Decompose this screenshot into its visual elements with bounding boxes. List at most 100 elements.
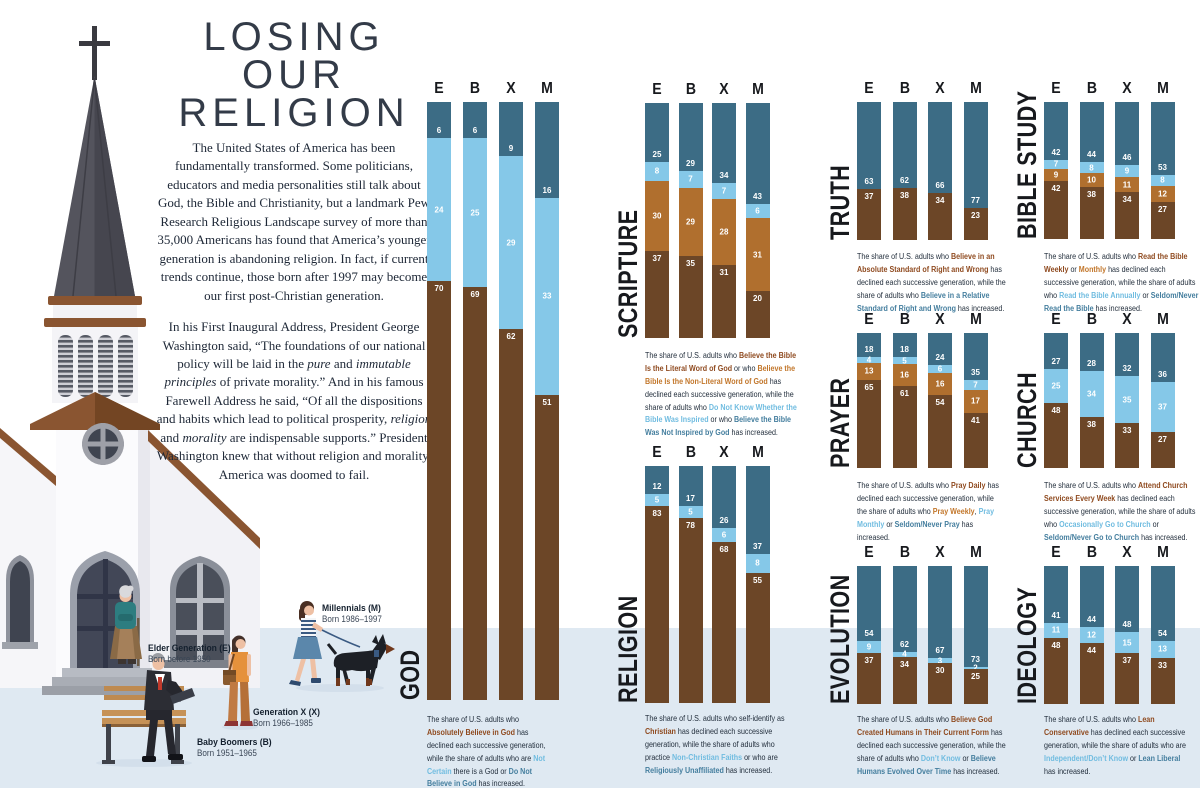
segment-value: 54 (864, 628, 874, 638)
segment-value: 48 (1122, 620, 1132, 630)
text-segment: The share of U.S. adults who (645, 350, 739, 360)
text-segment: or who (708, 414, 734, 425)
bar-segment: 53 (1150, 102, 1175, 175)
bar-segment: 38 (892, 187, 917, 240)
bar-segment: 54 (1150, 566, 1175, 641)
bar-segment: 9 (1044, 169, 1068, 182)
segment-value: 41 (1051, 610, 1061, 620)
bar-segment: 13 (1150, 640, 1175, 659)
keyword-lightblue: Read the Bible Annually (1059, 289, 1141, 300)
text-segment: , (974, 505, 979, 516)
text-segment: has declined each successive generation,… (1044, 726, 1186, 750)
column-header-X: X (719, 81, 729, 98)
bar-church-M: 36 37 27 (1150, 333, 1175, 468)
chart-caption-truth: The share of U.S. adults who Believe in … (857, 250, 1008, 314)
bar-segment: 8 (1150, 174, 1175, 186)
text-segment: has declined each successive generation,… (1044, 263, 1196, 300)
segment-value: 29 (506, 238, 516, 248)
bar-segment: 29 (678, 187, 703, 256)
page-title: LOSING OUR RELIGION (158, 17, 430, 135)
bar-segment: 7 (963, 380, 988, 390)
segment-value: 28 (1087, 358, 1096, 368)
bar-segment: 44 (1079, 566, 1104, 627)
bar-segment: 34 (892, 657, 917, 704)
bar-church-X: 32 35 33 (1115, 333, 1139, 468)
column-header-E: E (652, 81, 662, 98)
bar-prayer-B: 18 5 16 61 (892, 333, 917, 468)
segment-value: 29 (686, 159, 695, 169)
keyword-teal: Do Not Believe in God (427, 765, 533, 788)
segment-value: 42 (1051, 184, 1061, 194)
text-segment: The share of U.S. adults who self-identi… (645, 713, 785, 723)
bar-segment: 29 (499, 155, 523, 330)
keyword-lightblue: Occasionally Go to Church (1059, 518, 1151, 529)
segment-value: 6 (755, 206, 760, 216)
bar-segment: 73 (963, 566, 988, 667)
bar-ideology-B: 44 12 44 (1079, 566, 1104, 704)
segment-value: 63 (864, 176, 874, 186)
segment-value: 15 (1122, 638, 1132, 648)
chart-caption-evolution: The share of U.S. adults who Believe God… (857, 713, 1008, 777)
title-line-3: RELIGION (178, 91, 410, 135)
bar-segment: 5 (892, 356, 917, 365)
bar-segment: 18 (857, 333, 881, 358)
legend-born: Born 1986–1997 (322, 614, 382, 624)
segment-value: 13 (864, 366, 874, 376)
legend-name: Generation X (X) (253, 707, 320, 718)
bar-segment: 5 (678, 506, 703, 519)
chart-label-scripture: SCRIPTURE (613, 209, 643, 338)
chart-label-truth: TRUTH (825, 164, 855, 240)
segment-value: 35 (1122, 395, 1132, 405)
keyword-teal: Religiously Unaffiliated (645, 764, 724, 775)
segment-value: 33 (542, 291, 552, 301)
bar-segment: 5 (645, 494, 669, 507)
keyword-teal: Lean Liberal (1138, 752, 1181, 763)
bar-segment: 33 (1150, 658, 1175, 704)
bar-segment: 28 (1079, 333, 1104, 371)
bar-segment: 41 (1044, 566, 1068, 623)
text-segment: has increased. (1093, 302, 1142, 313)
bar-segment: 9 (857, 640, 881, 653)
legend-name: Millennials (M) (322, 603, 381, 614)
bar-segment: 18 (892, 333, 917, 358)
segment-value: 35 (971, 368, 980, 378)
bar-evolution-X: 67 3 30 (928, 566, 952, 704)
column-header-M: M (541, 80, 553, 97)
text-segment: The United States of America has been fu… (157, 140, 431, 303)
bar-evolution-B: 62 4 34 (892, 566, 917, 704)
segment-value: 35 (686, 258, 695, 268)
bar-segment: 27 (1150, 431, 1175, 468)
text-segment: The share of U.S. adults who (857, 714, 951, 724)
segment-value: 66 (935, 181, 945, 191)
segment-value: 68 (719, 544, 729, 554)
segment-value: 17 (971, 396, 980, 406)
segment-value: 37 (652, 254, 662, 264)
bar-segment: 12 (1150, 185, 1175, 202)
segment-value: 44 (1087, 614, 1096, 624)
keyword-lightblue: Not Certain (427, 752, 546, 776)
bar-segment: 34 (928, 193, 952, 240)
bar-segment: 16 (535, 102, 559, 198)
chart-label-religion: RELIGION (613, 595, 643, 703)
legend-millennials: Millennials (M) Born 1986–1997 (322, 603, 382, 625)
bar-segment: 24 (427, 137, 451, 282)
column-header-M: M (751, 81, 764, 98)
bar-truth-X: 66 34 (928, 102, 952, 240)
bar-religion-M: 37 8 55 (745, 466, 770, 703)
column-header-B: B (685, 81, 696, 98)
bar-segment: 20 (745, 290, 770, 338)
segment-value: 6 (721, 530, 727, 540)
column-header-X: X (935, 311, 945, 328)
segment-value: 36 (1158, 369, 1167, 379)
bar-segment: 42 (1044, 181, 1068, 239)
segment-value: 6 (436, 125, 442, 135)
elder-generation-figure (110, 585, 142, 666)
segment-value: 37 (1122, 655, 1132, 665)
segment-value: 44 (1087, 646, 1096, 656)
bar-segment: 28 (712, 199, 736, 266)
millennial-figure (289, 601, 361, 686)
bar-segment: 17 (678, 466, 703, 507)
column-header-M: M (1156, 311, 1169, 328)
legend-baby-boomers: Baby Boomers (B) Born 1951–1965 (197, 737, 272, 759)
bar-segment: 55 (745, 572, 770, 703)
